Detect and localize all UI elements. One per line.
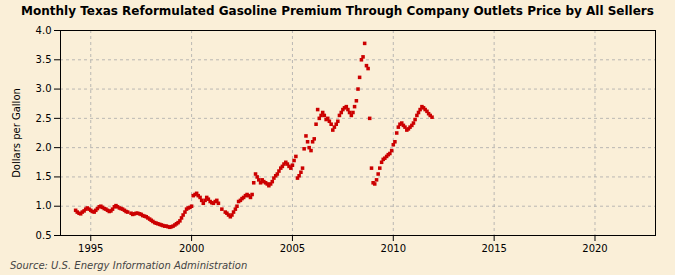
- html-text:Monthly Texas Reformulated Gas: Monthly Texas Reformulated Gasoline Prem…: [21, 4, 654, 18]
- svg-text:2.0: 2.0: [36, 142, 52, 153]
- svg-text:Dollars per Gallon: Dollars per Gallon: [11, 88, 22, 178]
- svg-text:3.0: 3.0: [36, 83, 52, 94]
- svg-text:1995: 1995: [78, 243, 103, 254]
- svg-text:2.5: 2.5: [36, 113, 52, 124]
- svg-text:2005: 2005: [280, 243, 305, 254]
- svg-text:1.0: 1.0: [36, 200, 52, 211]
- svg-text:2015: 2015: [481, 243, 506, 254]
- svg-text:2010: 2010: [381, 243, 406, 254]
- svg-text:4.0: 4.0: [36, 25, 52, 36]
- svg-text:1.5: 1.5: [36, 171, 52, 182]
- svg-text:3.5: 3.5: [36, 54, 52, 65]
- html-text:Source: U.S. Energy Informatio: Source: U.S. Energy Information Administ…: [10, 260, 248, 271]
- svg-text:2000: 2000: [179, 243, 204, 254]
- svg-text:2020: 2020: [582, 243, 607, 254]
- svg-text:0.5: 0.5: [36, 230, 52, 241]
